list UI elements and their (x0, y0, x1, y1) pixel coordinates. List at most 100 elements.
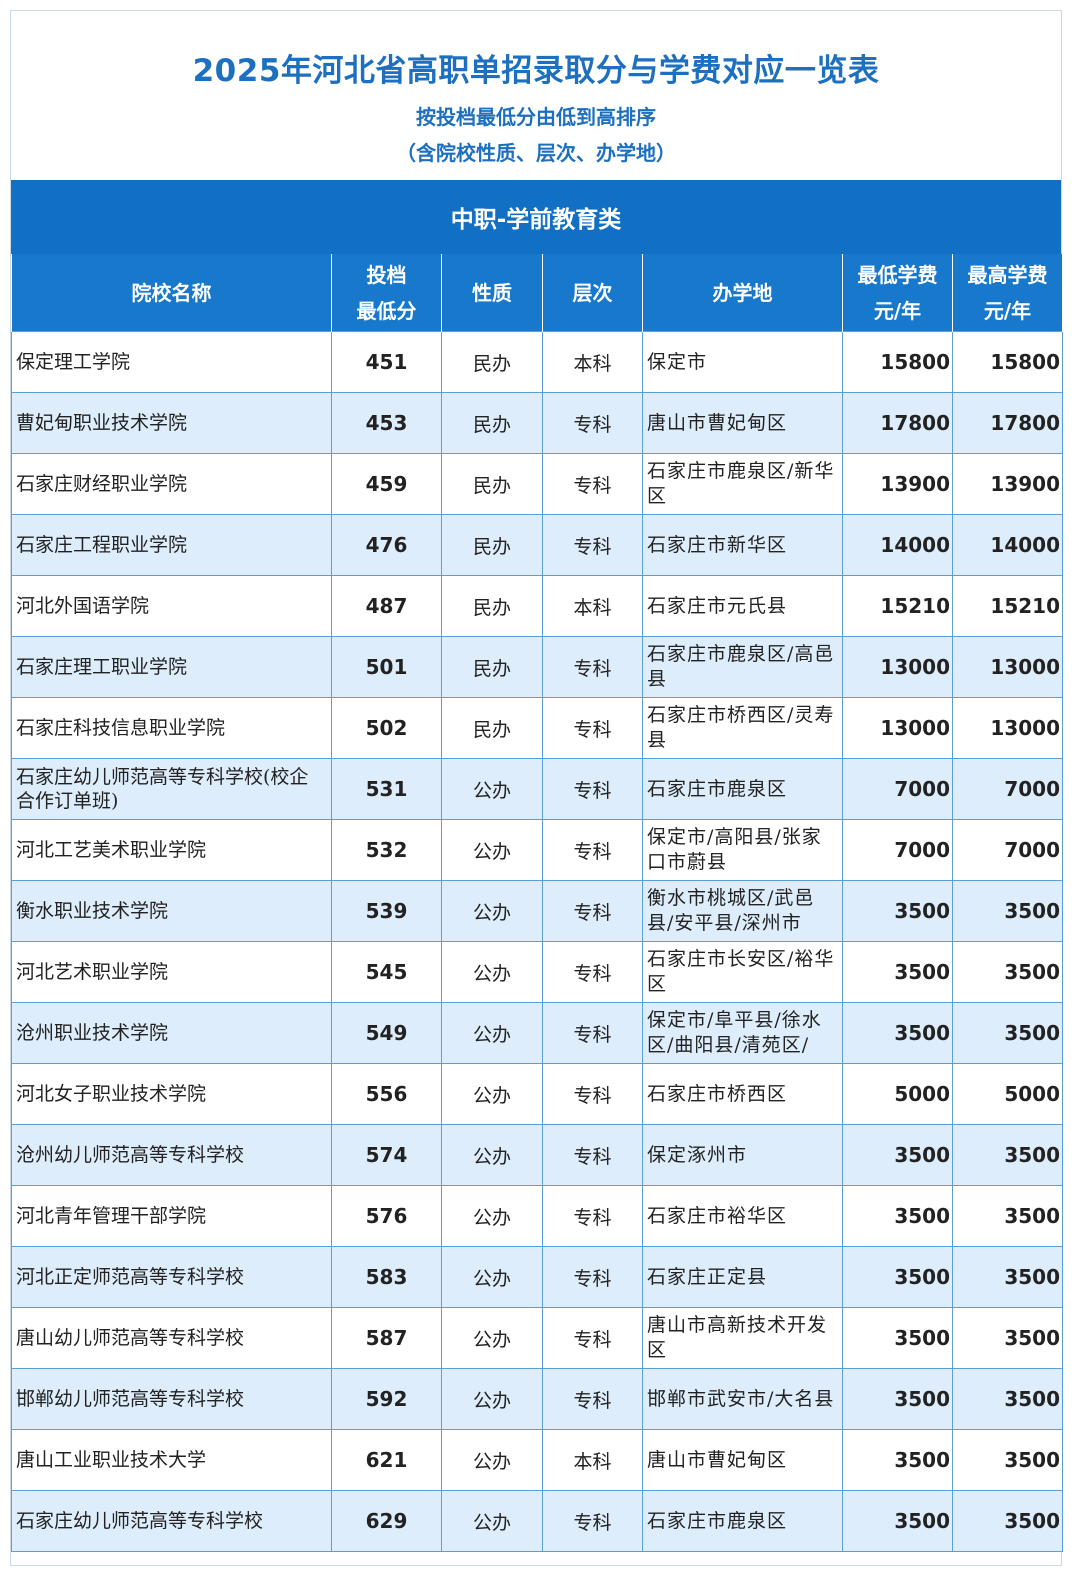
min-fee-cell: 5000 (842, 1063, 953, 1125)
nature-cell: 公办 (441, 1368, 543, 1430)
level-cell: 专科 (542, 819, 643, 881)
table-row: 河北外国语学院 487 民办 本科 石家庄市元氏县 15210 15210 (11, 575, 1063, 637)
nature-cell: 公办 (441, 758, 543, 820)
min-fee-cell: 3500 (842, 941, 953, 1003)
nature-cell: 公办 (441, 1002, 543, 1064)
nature-cell: 公办 (441, 941, 543, 1003)
location-cell: 保定市/高阳县/张家口市蔚县 (642, 819, 843, 881)
school-name-cell: 保定理工学院 (11, 331, 332, 393)
school-name-cell: 河北艺术职业学院 (11, 941, 332, 1003)
page-note: （含院校性质、层次、办学地） (396, 141, 676, 165)
table-row: 石家庄财经职业学院 459 民办 专科 石家庄市鹿泉区/新华区 13900 13900 (11, 453, 1063, 515)
min-fee-cell: 3500 (842, 1002, 953, 1064)
level-cell: 专科 (542, 1063, 643, 1125)
location-cell: 保定市 (642, 331, 843, 393)
level-cell: 专科 (542, 1246, 643, 1308)
min-fee-cell: 3500 (842, 1124, 953, 1186)
nature-cell: 民办 (441, 392, 543, 454)
nature-cell: 公办 (441, 1307, 543, 1369)
min-score-cell: 459 (331, 453, 442, 515)
school-name-cell: 曹妃甸职业技术学院 (11, 392, 332, 454)
level-cell: 专科 (542, 514, 643, 576)
location-cell: 邯郸市武安市/大名县 (642, 1368, 843, 1430)
location-cell: 石家庄市长安区/裕华区 (642, 941, 843, 1003)
location-text: 保定市 (647, 350, 708, 373)
min-score-cell: 532 (331, 819, 442, 881)
level-cell: 专科 (542, 941, 643, 1003)
min-score-cell: 539 (331, 880, 442, 942)
nature-cell: 民办 (441, 575, 543, 637)
max-fee-cell: 13000 (952, 636, 1063, 698)
location-text: 唐山市曹妃甸区 (647, 1448, 788, 1471)
location-cell: 石家庄市鹿泉区 (642, 758, 843, 820)
min-score-cell: 576 (331, 1185, 442, 1247)
min-score-cell: 556 (331, 1063, 442, 1125)
table-row: 河北女子职业技术学院 556 公办 专科 石家庄市桥西区 5000 5000 (11, 1063, 1063, 1125)
col-header-name: 院校名称 (11, 254, 332, 332)
nature-cell: 公办 (441, 1246, 543, 1308)
max-fee-cell: 3500 (952, 1307, 1063, 1369)
page-title: 2025年河北省高职单招录取分与学费对应一览表 (192, 53, 880, 89)
location-cell: 石家庄市裕华区 (642, 1185, 843, 1247)
min-fee-cell: 3500 (842, 1307, 953, 1369)
location-text: 石家庄市长安区/裕华区 (647, 948, 835, 995)
table-row: 曹妃甸职业技术学院 453 民办 专科 唐山市曹妃甸区 17800 17800 (11, 392, 1063, 454)
min-score-cell: 451 (331, 331, 442, 393)
location-text: 石家庄市元氏县 (647, 594, 788, 617)
level-cell: 本科 (542, 575, 643, 637)
location-text: 保定涿州市 (647, 1143, 748, 1166)
location-cell: 石家庄市新华区 (642, 514, 843, 576)
level-cell: 专科 (542, 1490, 643, 1552)
school-name-cell: 河北女子职业技术学院 (11, 1063, 332, 1125)
min-fee-cell: 3500 (842, 880, 953, 942)
max-fee-cell: 3500 (952, 1002, 1063, 1064)
school-name-cell: 石家庄科技信息职业学院 (11, 697, 332, 759)
min-fee-cell: 13900 (842, 453, 953, 515)
min-fee-cell: 14000 (842, 514, 953, 576)
school-name-cell: 河北正定师范高等专科学校 (11, 1246, 332, 1308)
table-row: 石家庄幼儿师范高等专科学校(校企合作订单班) 531 公办 专科 石家庄市鹿泉区 7000… (11, 758, 1063, 820)
table-row: 邯郸幼儿师范高等专科学校 592 公办 专科 邯郸市武安市/大名县 3500 3500 (11, 1368, 1063, 1430)
location-text: 石家庄市鹿泉区 (647, 777, 788, 800)
table-row: 石家庄科技信息职业学院 502 民办 专科 石家庄市桥西区/灵寿县 13000 13000 (11, 697, 1063, 759)
max-fee-cell: 17800 (952, 392, 1063, 454)
min-fee-cell: 7000 (842, 758, 953, 820)
min-fee-cell: 17800 (842, 392, 953, 454)
max-fee-cell: 5000 (952, 1063, 1063, 1125)
location-text: 保定市/高阳县/张家口市蔚县 (647, 826, 822, 873)
table-row: 衡水职业技术学院 539 公办 专科 衡水市桃城区/武邑县/安平县/深州市 3500 350… (11, 880, 1063, 942)
table-row: 石家庄工程职业学院 476 民办 专科 石家庄市新华区 14000 14000 (11, 514, 1063, 576)
nature-cell: 公办 (441, 880, 543, 942)
location-cell: 石家庄正定县 (642, 1246, 843, 1308)
level-cell: 专科 (542, 453, 643, 515)
max-fee-cell: 15800 (952, 331, 1063, 393)
school-name-cell: 石家庄工程职业学院 (11, 514, 332, 576)
school-name-cell: 河北工艺美术职业学院 (11, 819, 332, 881)
level-cell: 专科 (542, 880, 643, 942)
school-name-cell: 石家庄幼儿师范高等专科学校 (11, 1490, 332, 1552)
level-cell: 专科 (542, 697, 643, 759)
nature-cell: 民办 (441, 514, 543, 576)
table-row: 唐山工业职业技术大学 621 公办 本科 唐山市曹妃甸区 3500 3500 (11, 1429, 1063, 1491)
min-score-cell: 501 (331, 636, 442, 698)
table-row: 河北工艺美术职业学院 532 公办 专科 保定市/高阳县/张家口市蔚县 7000 7000 (11, 819, 1063, 881)
table-row: 河北正定师范高等专科学校 583 公办 专科 石家庄正定县 3500 3500 (11, 1246, 1063, 1308)
min-score-cell: 502 (331, 697, 442, 759)
min-score-cell: 574 (331, 1124, 442, 1186)
level-cell: 本科 (542, 331, 643, 393)
location-cell: 唐山市曹妃甸区 (642, 1429, 843, 1491)
level-cell: 专科 (542, 758, 643, 820)
min-fee-cell: 13000 (842, 697, 953, 759)
nature-cell: 公办 (441, 1490, 543, 1552)
level-cell: 专科 (542, 1185, 643, 1247)
location-cell: 石家庄市桥西区 (642, 1063, 843, 1125)
location-cell: 石家庄市鹿泉区/新华区 (642, 453, 843, 515)
table-row: 河北青年管理干部学院 576 公办 专科 石家庄市裕华区 3500 3500 (11, 1185, 1063, 1247)
location-text: 唐山市高新技术开发区 (647, 1314, 828, 1361)
school-name-cell: 沧州职业技术学院 (11, 1002, 332, 1064)
school-name-cell: 石家庄理工职业学院 (11, 636, 332, 698)
location-cell: 衡水市桃城区/武邑县/安平县/深州市 (642, 880, 843, 942)
min-score-cell: 592 (331, 1368, 442, 1430)
school-name-cell: 河北青年管理干部学院 (11, 1185, 332, 1247)
page-header: 2025年河北省高职单招录取分与学费对应一览表 按投档最低分由低到高排序 （含院… (11, 11, 1061, 179)
